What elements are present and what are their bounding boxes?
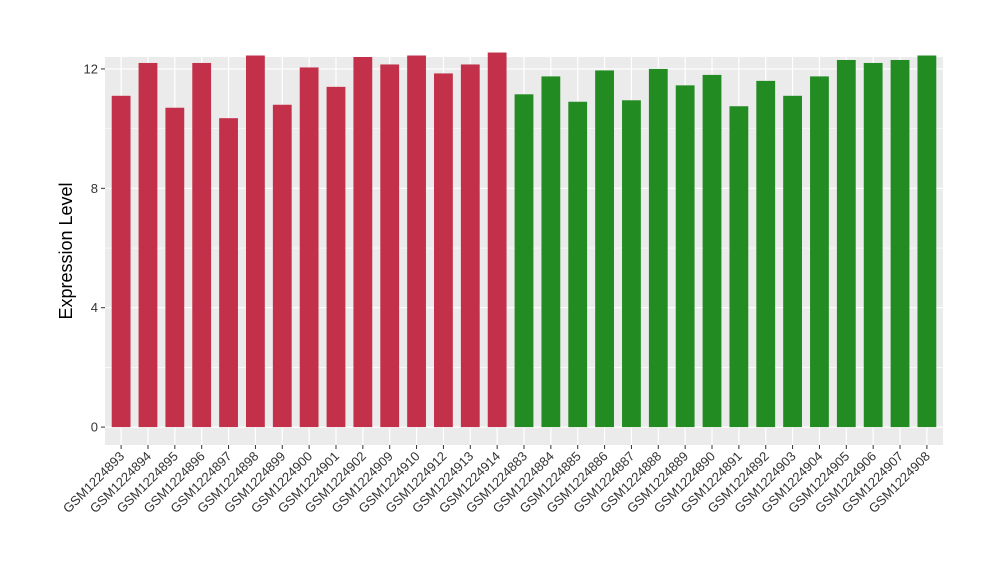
bar-GSM1224906: [863, 62, 883, 428]
bar-GSM1224903: [783, 95, 802, 428]
bar-GSM1224901: [326, 86, 346, 428]
bar-GSM1224914: [487, 52, 507, 428]
bar-GSM1224910: [407, 55, 426, 428]
bar-GSM1224913: [460, 64, 480, 428]
bar-GSM1224893: [111, 95, 131, 428]
bar-GSM1224884: [541, 76, 561, 428]
bar-GSM1224883: [514, 94, 534, 428]
bar-GSM1224885: [568, 101, 588, 428]
bar-GSM1224904: [810, 76, 829, 428]
bar-GSM1224912: [434, 73, 453, 428]
y-tick-label: 4: [91, 300, 98, 315]
bar-GSM1224889: [675, 85, 695, 428]
bar-GSM1224905: [836, 59, 856, 428]
bar-GSM1224891: [729, 106, 749, 428]
bars: [111, 52, 937, 428]
bar-GSM1224896: [192, 62, 212, 428]
bar-GSM1224894: [138, 62, 158, 428]
bar-GSM1224907: [890, 59, 910, 428]
bar-GSM1224888: [648, 68, 668, 428]
bar-GSM1224902: [353, 57, 373, 428]
y-tick-label: 12: [84, 61, 98, 76]
bar-GSM1224895: [165, 107, 185, 428]
y-tick-label: 8: [91, 181, 98, 196]
bar-GSM1224892: [756, 80, 776, 428]
bar-GSM1224899: [272, 104, 292, 428]
bar-GSM1224898: [246, 55, 265, 428]
y-axis: 0 4 8 12: [84, 61, 105, 435]
bar-GSM1224887: [622, 100, 641, 428]
y-axis-title: Expression Level: [56, 182, 76, 319]
bar-GSM1224890: [702, 74, 722, 428]
bar-GSM1224897: [219, 118, 238, 428]
bar-GSM1224886: [595, 70, 614, 428]
bar-GSM1224900: [299, 67, 319, 428]
y-tick-label: 0: [91, 420, 98, 435]
bar-GSM1224909: [380, 64, 400, 428]
bar-GSM1224908: [917, 55, 937, 428]
x-axis: GSM1224893GSM1224894GSM1224895GSM1224896…: [60, 445, 933, 516]
